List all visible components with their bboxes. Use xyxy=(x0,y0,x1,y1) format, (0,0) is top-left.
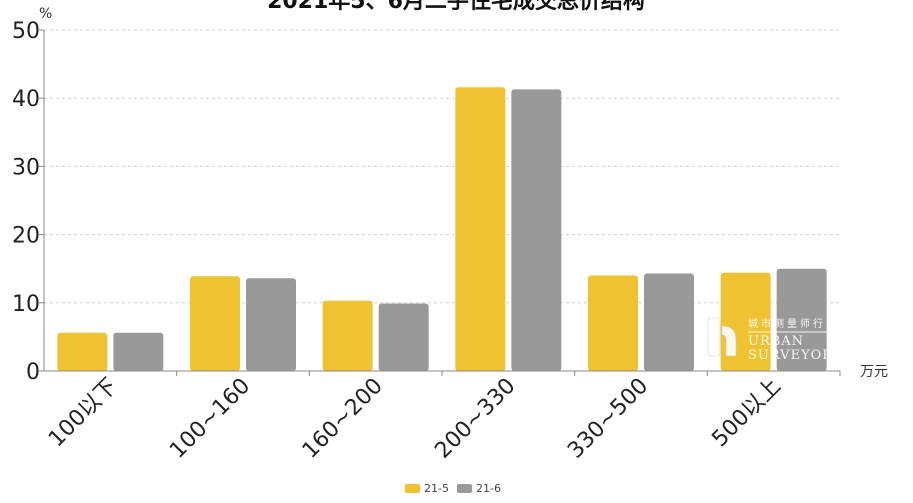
bars xyxy=(57,87,827,372)
y-tick-label: 50 xyxy=(12,19,40,44)
gridlines xyxy=(44,29,840,304)
bar-21-6-500以上 xyxy=(776,268,827,371)
legend: 21-5 21-6 xyxy=(405,482,501,495)
y-tick-label: 30 xyxy=(12,155,40,180)
urban-surveyors-watermark: 城市测量师行 URBAN SURVEYORS xyxy=(707,317,846,363)
chart-title: 2021年5、6月二手住宅成交总价结构 xyxy=(267,0,645,14)
bar-21-5-330~500 xyxy=(588,275,638,371)
y-tick-label: 0 xyxy=(26,360,40,385)
bar-21-6-200~330 xyxy=(511,89,562,372)
watermark-chinese: 城市测量师行 xyxy=(748,317,826,330)
x-unit-label: 万元 xyxy=(860,364,888,380)
x-tick-label: 100~160 xyxy=(165,374,255,464)
y-tick-label: 10 xyxy=(12,292,40,317)
y-axis: 0 10 20 30 40 50 xyxy=(12,19,45,385)
bar-21-5-200~330 xyxy=(455,87,506,372)
legend-label: 21-6 xyxy=(476,482,501,495)
bar-21-6-330~500 xyxy=(644,273,694,371)
logo-icon xyxy=(707,317,737,357)
bar-21-6-160~200 xyxy=(378,303,429,371)
watermark-line2: SURVEYORS xyxy=(748,348,843,363)
legend-label: 21-5 xyxy=(424,482,449,495)
x-tick-label: 160~200 xyxy=(298,374,388,464)
y-tick-label: 40 xyxy=(12,87,40,112)
x-tick-label: 500以上 xyxy=(707,374,785,452)
bar-21-6-100以下 xyxy=(113,332,164,371)
legend-swatch xyxy=(405,484,420,493)
x-axis: 100以下 100~160 160~200 200~330 330~500 500以上 xyxy=(44,370,841,464)
bar-21-5-100~160 xyxy=(190,276,240,371)
y-unit-label: % xyxy=(39,6,52,22)
legend-swatch xyxy=(457,484,472,493)
x-tick-label: 200~330 xyxy=(430,374,520,464)
bar-21-5-160~200 xyxy=(322,300,373,371)
bar-21-6-100~160 xyxy=(246,278,296,371)
y-tick-label: 20 xyxy=(12,224,40,249)
x-tick-label: 330~500 xyxy=(563,374,653,464)
bar-21-5-100以下 xyxy=(57,332,108,371)
x-tick-label: 100以下 xyxy=(44,374,122,452)
watermark-line1: URBAN xyxy=(748,334,804,349)
